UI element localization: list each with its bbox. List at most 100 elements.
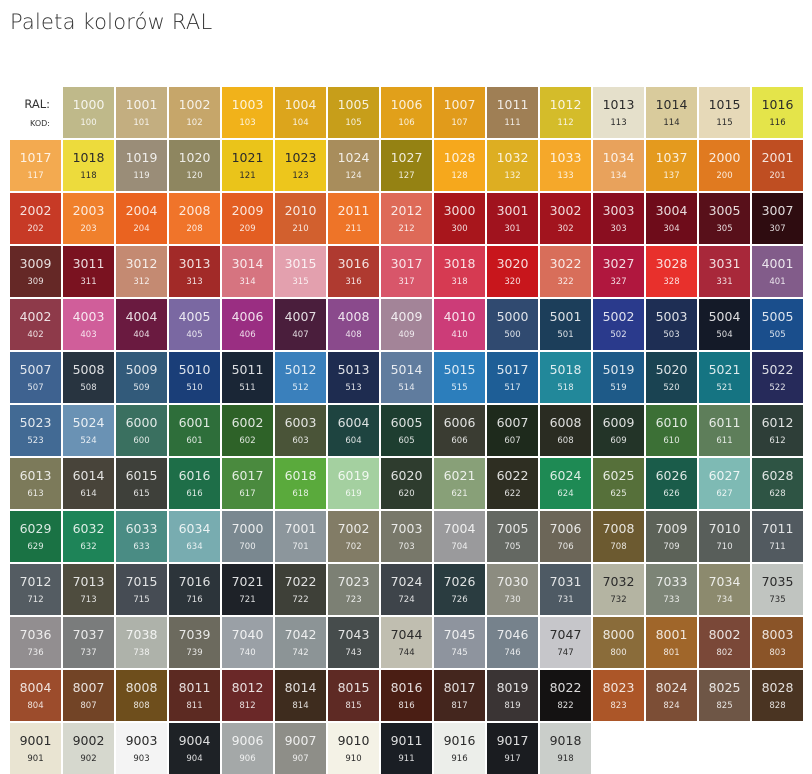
color-swatch-8016[interactable]: 8016 816 bbox=[381, 670, 432, 721]
color-swatch-1021[interactable]: 1021 121 bbox=[222, 140, 273, 191]
color-swatch-8000[interactable]: 8000 800 bbox=[593, 617, 644, 668]
color-swatch-7022[interactable]: 7022 722 bbox=[275, 564, 326, 615]
color-swatch-2001[interactable]: 2001 201 bbox=[752, 140, 803, 191]
color-swatch-9007[interactable]: 9007 907 bbox=[275, 723, 326, 774]
color-swatch-1013[interactable]: 1013 113 bbox=[593, 87, 644, 138]
color-swatch-2012[interactable]: 2012 212 bbox=[381, 193, 432, 244]
color-swatch-2004[interactable]: 2004 204 bbox=[116, 193, 167, 244]
color-swatch-6008[interactable]: 6008 608 bbox=[540, 405, 591, 456]
color-swatch-3005[interactable]: 3005 305 bbox=[699, 193, 750, 244]
color-swatch-9016[interactable]: 9016 916 bbox=[434, 723, 485, 774]
color-swatch-5003[interactable]: 5003 503 bbox=[646, 299, 697, 350]
color-swatch-6003[interactable]: 6003 603 bbox=[275, 405, 326, 456]
color-swatch-3003[interactable]: 3003 303 bbox=[593, 193, 644, 244]
color-swatch-9004[interactable]: 9004 904 bbox=[169, 723, 220, 774]
color-swatch-7039[interactable]: 7039 739 bbox=[169, 617, 220, 668]
color-swatch-4002[interactable]: 4002 402 bbox=[10, 299, 61, 350]
color-swatch-5000[interactable]: 5000 500 bbox=[487, 299, 538, 350]
color-swatch-3015[interactable]: 3015 315 bbox=[275, 246, 326, 297]
color-swatch-1006[interactable]: 1006 106 bbox=[381, 87, 432, 138]
color-swatch-6006[interactable]: 6006 606 bbox=[434, 405, 485, 456]
color-swatch-1032[interactable]: 1032 132 bbox=[487, 140, 538, 191]
color-swatch-3011[interactable]: 3011 311 bbox=[63, 246, 114, 297]
color-swatch-3016[interactable]: 3016 316 bbox=[328, 246, 379, 297]
color-swatch-6001[interactable]: 6001 601 bbox=[169, 405, 220, 456]
color-swatch-3028[interactable]: 3028 328 bbox=[646, 246, 697, 297]
color-swatch-7015[interactable]: 7015 715 bbox=[116, 564, 167, 615]
color-swatch-9018[interactable]: 9018 918 bbox=[540, 723, 591, 774]
color-swatch-5024[interactable]: 5024 524 bbox=[63, 405, 114, 456]
color-swatch-5022[interactable]: 5022 522 bbox=[752, 352, 803, 403]
color-swatch-5004[interactable]: 5004 504 bbox=[699, 299, 750, 350]
color-swatch-8004[interactable]: 8004 804 bbox=[10, 670, 61, 721]
color-swatch-3000[interactable]: 3000 300 bbox=[434, 193, 485, 244]
color-swatch-5002[interactable]: 5002 502 bbox=[593, 299, 644, 350]
color-swatch-9001[interactable]: 9001 901 bbox=[10, 723, 61, 774]
color-swatch-1018[interactable]: 1018 118 bbox=[63, 140, 114, 191]
color-swatch-6005[interactable]: 6005 605 bbox=[381, 405, 432, 456]
color-swatch-5001[interactable]: 5001 501 bbox=[540, 299, 591, 350]
color-swatch-1027[interactable]: 1027 127 bbox=[381, 140, 432, 191]
color-swatch-6009[interactable]: 6009 609 bbox=[593, 405, 644, 456]
color-swatch-7036[interactable]: 7036 736 bbox=[10, 617, 61, 668]
color-swatch-7045[interactable]: 7045 745 bbox=[434, 617, 485, 668]
color-swatch-4004[interactable]: 4004 404 bbox=[116, 299, 167, 350]
color-swatch-7021[interactable]: 7021 721 bbox=[222, 564, 273, 615]
color-swatch-3020[interactable]: 3020 320 bbox=[487, 246, 538, 297]
color-swatch-5005[interactable]: 5005 505 bbox=[752, 299, 803, 350]
color-swatch-8011[interactable]: 8011 811 bbox=[169, 670, 220, 721]
color-swatch-8012[interactable]: 8012 812 bbox=[222, 670, 273, 721]
color-swatch-4008[interactable]: 4008 408 bbox=[328, 299, 379, 350]
color-swatch-7000[interactable]: 7000 700 bbox=[222, 511, 273, 562]
color-swatch-2010[interactable]: 2010 210 bbox=[275, 193, 326, 244]
color-swatch-6015[interactable]: 6015 615 bbox=[116, 458, 167, 509]
color-swatch-5008[interactable]: 5008 508 bbox=[63, 352, 114, 403]
color-swatch-3014[interactable]: 3014 314 bbox=[222, 246, 273, 297]
color-swatch-5011[interactable]: 5011 511 bbox=[222, 352, 273, 403]
color-swatch-4001[interactable]: 4001 401 bbox=[752, 246, 803, 297]
color-swatch-8023[interactable]: 8023 823 bbox=[593, 670, 644, 721]
color-swatch-6017[interactable]: 6017 617 bbox=[222, 458, 273, 509]
color-swatch-7026[interactable]: 7026 726 bbox=[434, 564, 485, 615]
color-swatch-6026[interactable]: 6026 626 bbox=[646, 458, 697, 509]
color-swatch-4010[interactable]: 4010 410 bbox=[434, 299, 485, 350]
color-swatch-7001[interactable]: 7001 701 bbox=[275, 511, 326, 562]
color-swatch-1002[interactable]: 1002 102 bbox=[169, 87, 220, 138]
color-swatch-6020[interactable]: 6020 620 bbox=[381, 458, 432, 509]
color-swatch-5023[interactable]: 5023 523 bbox=[10, 405, 61, 456]
color-swatch-1033[interactable]: 1033 133 bbox=[540, 140, 591, 191]
color-swatch-1000[interactable]: 1000 100 bbox=[63, 87, 114, 138]
color-swatch-7013[interactable]: 7013 713 bbox=[63, 564, 114, 615]
color-swatch-7012[interactable]: 7012 712 bbox=[10, 564, 61, 615]
color-swatch-5012[interactable]: 5012 512 bbox=[275, 352, 326, 403]
color-swatch-7038[interactable]: 7038 738 bbox=[116, 617, 167, 668]
color-swatch-9017[interactable]: 9017 917 bbox=[487, 723, 538, 774]
color-swatch-8017[interactable]: 8017 817 bbox=[434, 670, 485, 721]
color-swatch-3012[interactable]: 3012 312 bbox=[116, 246, 167, 297]
color-swatch-3022[interactable]: 3022 322 bbox=[540, 246, 591, 297]
color-swatch-3018[interactable]: 3018 318 bbox=[434, 246, 485, 297]
color-swatch-6002[interactable]: 6002 602 bbox=[222, 405, 273, 456]
color-swatch-1007[interactable]: 1007 107 bbox=[434, 87, 485, 138]
color-swatch-1001[interactable]: 1001 101 bbox=[116, 87, 167, 138]
color-swatch-3013[interactable]: 3013 313 bbox=[169, 246, 220, 297]
color-swatch-8015[interactable]: 8015 815 bbox=[328, 670, 379, 721]
color-swatch-7034[interactable]: 7034 734 bbox=[699, 564, 750, 615]
color-swatch-2011[interactable]: 2011 211 bbox=[328, 193, 379, 244]
color-swatch-7003[interactable]: 7003 703 bbox=[381, 511, 432, 562]
color-swatch-1023[interactable]: 1023 123 bbox=[275, 140, 326, 191]
color-swatch-1034[interactable]: 1034 134 bbox=[593, 140, 644, 191]
color-swatch-6032[interactable]: 6032 632 bbox=[63, 511, 114, 562]
color-swatch-8019[interactable]: 8019 819 bbox=[487, 670, 538, 721]
color-swatch-6010[interactable]: 6010 610 bbox=[646, 405, 697, 456]
color-swatch-7040[interactable]: 7040 740 bbox=[222, 617, 273, 668]
color-swatch-9002[interactable]: 9002 902 bbox=[63, 723, 114, 774]
color-swatch-2000[interactable]: 2000 200 bbox=[699, 140, 750, 191]
color-swatch-1020[interactable]: 1020 120 bbox=[169, 140, 220, 191]
color-swatch-7023[interactable]: 7023 723 bbox=[328, 564, 379, 615]
color-swatch-3002[interactable]: 3002 302 bbox=[540, 193, 591, 244]
color-swatch-4007[interactable]: 4007 407 bbox=[275, 299, 326, 350]
color-swatch-1012[interactable]: 1012 112 bbox=[540, 87, 591, 138]
color-swatch-9010[interactable]: 9010 910 bbox=[328, 723, 379, 774]
color-swatch-1017[interactable]: 1017 117 bbox=[10, 140, 61, 191]
